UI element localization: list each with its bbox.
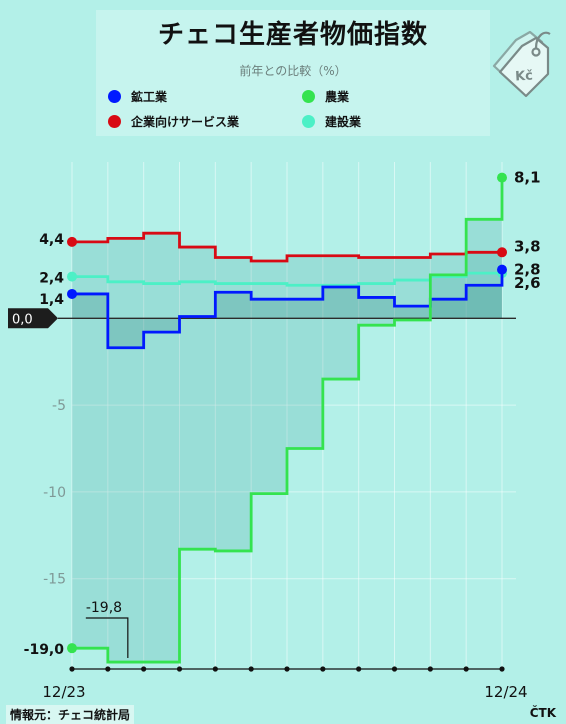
start-value-label: -19,0 <box>24 642 65 658</box>
price-tag-text: Kč <box>515 69 534 85</box>
x-axis-tick-dot <box>141 666 147 672</box>
start-point-marker <box>67 236 77 247</box>
legend-marker-icon <box>302 90 315 103</box>
annotation-leader-line <box>85 617 129 659</box>
y-tick-label: -15 <box>43 572 66 588</box>
end-point-marker <box>497 247 507 258</box>
legend-label: 農業 <box>325 90 350 104</box>
x-tick-label: 12/24 <box>484 683 527 701</box>
annotation-label: -19,8 <box>86 600 122 616</box>
x-tick-label: 12/23 <box>42 683 85 701</box>
legend-item-business-services: 企業向けサービス業 <box>108 113 239 130</box>
agency-credit: ČTK <box>529 706 556 720</box>
zero-label: 0,0 <box>12 312 33 327</box>
legend-label: 建設業 <box>325 115 362 129</box>
series-line-農業 <box>72 177 504 664</box>
x-axis-tick-dot <box>176 666 183 672</box>
end-value-label: 2,8 <box>514 261 541 279</box>
legend-item-agriculture: 農業 <box>302 88 349 105</box>
end-point-marker <box>497 172 507 183</box>
legend-item-construction: 建設業 <box>302 113 361 130</box>
x-axis-tick-dot <box>463 666 469 672</box>
start-point-marker <box>67 288 77 299</box>
chart-header: チェコ生産者物価指数 前年との比較（%） 鉱工業 企業向けサービス業 農業 建設… <box>96 10 490 136</box>
x-axis-tick-dot <box>284 666 290 672</box>
end-value-label: 3,8 <box>514 237 541 255</box>
x-axis-tick-dot <box>69 666 75 672</box>
legend-marker-icon <box>302 115 315 128</box>
x-axis-tick-dot <box>356 666 362 672</box>
x-axis-tick-dot <box>248 666 254 672</box>
start-value-label: 4,4 <box>39 232 64 248</box>
source-note: 情報元：チェコ統計局 <box>6 705 135 724</box>
legend-label: 鉱工業 <box>131 90 168 104</box>
legend-marker-icon <box>108 90 121 103</box>
end-value-label: 8,1 <box>514 169 541 187</box>
x-axis-tick-dot <box>499 666 505 672</box>
price-tag-icon: Kč <box>484 24 556 106</box>
end-point-marker <box>497 264 507 275</box>
y-tick-label: -5 <box>52 398 66 414</box>
legend-item-mining: 鉱工業 <box>108 88 167 105</box>
x-axis-tick-dot <box>320 666 326 672</box>
x-axis-tick-dot <box>105 666 111 672</box>
series-line-鉱工業 <box>72 269 504 350</box>
start-value-label: 1,4 <box>39 292 64 308</box>
x-axis-tick-dot <box>391 666 398 672</box>
x-axis-tick-dot <box>212 666 218 672</box>
end-value-label: 2,6 <box>514 274 541 292</box>
legend-label: 企業向けサービス業 <box>131 115 240 129</box>
agriculture-area-fill <box>72 177 502 663</box>
y-tick-label: -10 <box>43 485 66 501</box>
series-line-企業向けサービス業 <box>72 231 502 263</box>
chart-title: チェコ生産者物価指数 <box>157 20 428 50</box>
start-value-label: 2,4 <box>39 271 64 287</box>
start-point-marker <box>67 643 77 654</box>
chart-subtitle: 前年との比較（%） <box>239 64 347 78</box>
legend-marker-icon <box>108 115 121 128</box>
zero-label-badge <box>8 308 58 329</box>
x-axis-tick-dot <box>427 666 433 672</box>
start-point-marker <box>67 271 77 282</box>
